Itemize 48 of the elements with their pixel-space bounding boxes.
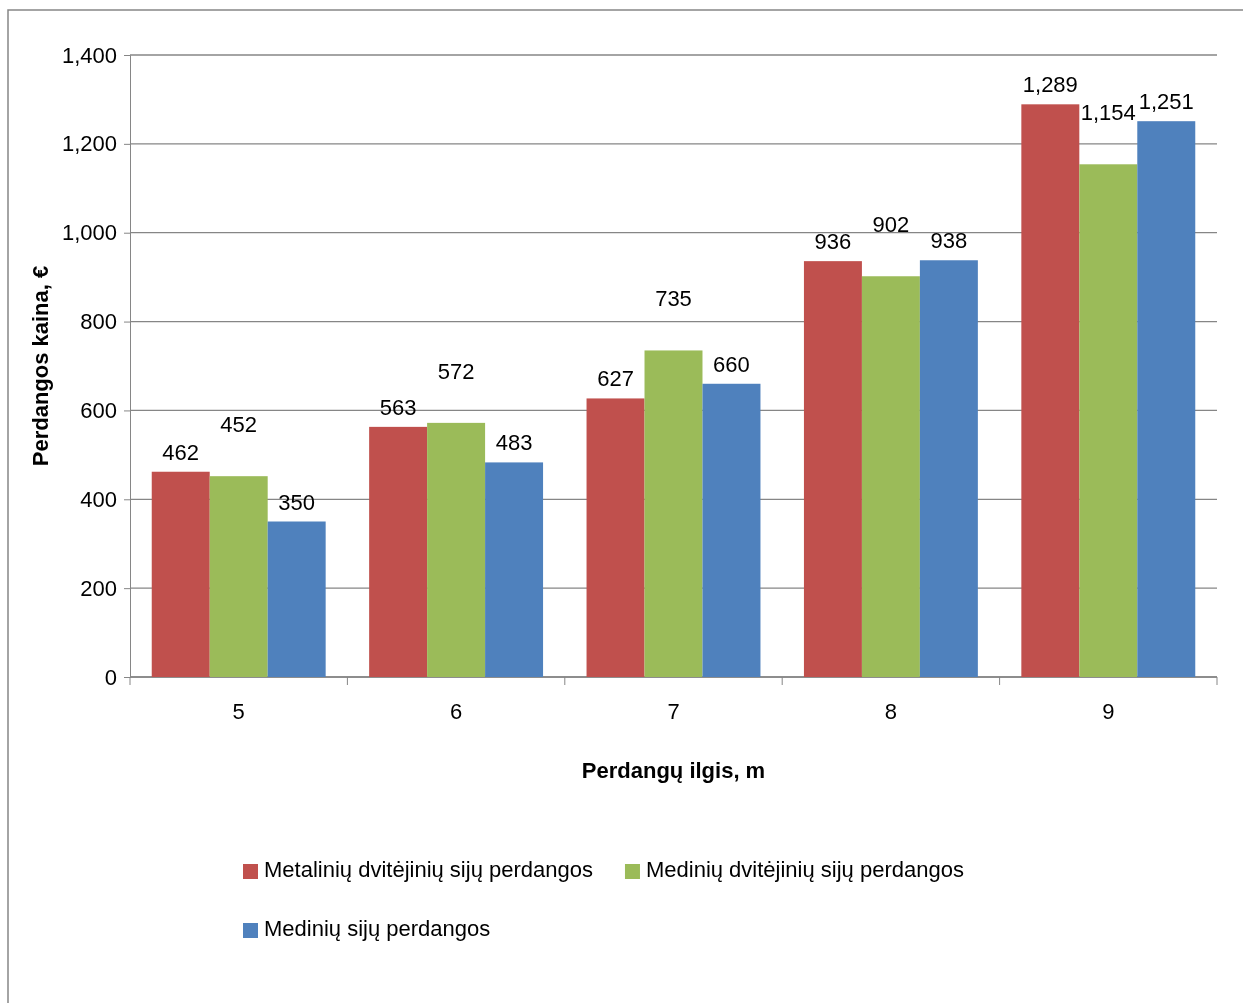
bar — [151, 471, 210, 677]
x-tick-label: 7 — [667, 699, 680, 724]
x-tick-label: 9 — [1102, 699, 1115, 724]
x-tick-label: 8 — [884, 699, 898, 724]
bar — [209, 476, 268, 677]
y-tick-label: 1,200 — [61, 131, 117, 157]
x-axis-title: Perdangų ilgis, m — [581, 758, 766, 783]
data-label: 938 — [930, 228, 968, 254]
bar — [1021, 104, 1080, 677]
bar — [1137, 121, 1196, 677]
y-tick-label: 800 — [80, 309, 117, 335]
data-label: 735 — [655, 286, 692, 312]
bar — [919, 260, 978, 677]
data-label: 1,154 — [1080, 100, 1136, 126]
data-label: 902 — [872, 212, 910, 238]
data-label: 1,251 — [1138, 89, 1194, 115]
data-label: 660 — [713, 351, 750, 377]
legend-label: Metalinių dvitėjinių sijų perdangos — [264, 857, 593, 882]
bar — [861, 276, 920, 677]
bar — [586, 398, 645, 677]
y-tick-label: 0 — [104, 664, 117, 690]
bar — [369, 426, 428, 677]
data-label: 483 — [495, 430, 533, 456]
data-label: 1,289 — [1022, 72, 1078, 98]
y-tick-label: 1,000 — [61, 220, 117, 246]
bar — [803, 261, 862, 677]
x-tick-label: 5 — [232, 699, 245, 724]
bar — [702, 383, 761, 677]
data-label: 462 — [162, 439, 200, 465]
data-label: 936 — [814, 229, 852, 255]
bar — [485, 462, 544, 677]
y-axis-title: Perdangos kaina, € — [28, 265, 53, 467]
bar — [1079, 164, 1138, 677]
legend-label: Medinių dvitėjinių sijų perdangos — [645, 857, 964, 882]
bar — [644, 350, 703, 677]
bar — [267, 521, 326, 677]
x-tick-label: 6 — [449, 699, 463, 724]
bar — [427, 422, 486, 677]
data-label: 572 — [437, 358, 475, 384]
y-tick-label: 600 — [80, 397, 117, 423]
y-tick-label: 400 — [80, 486, 117, 512]
data-label: 452 — [220, 412, 258, 438]
data-label: 350 — [278, 489, 316, 515]
data-label: 627 — [597, 366, 634, 392]
data-label: 563 — [379, 394, 417, 420]
legend-label: Medinių sijų perdangos — [264, 916, 491, 941]
y-tick-label: 200 — [80, 575, 117, 601]
y-tick-label: 1,400 — [61, 42, 117, 68]
